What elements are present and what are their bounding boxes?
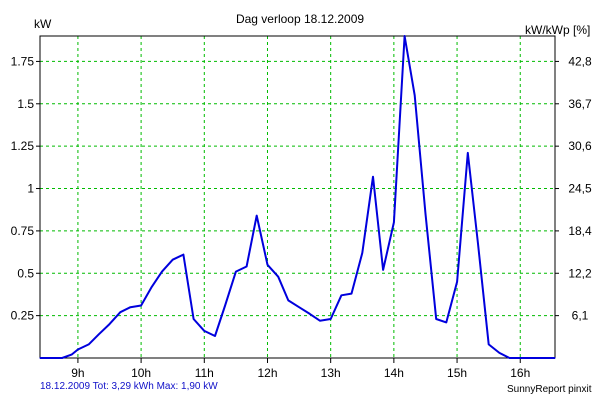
data-point [382,269,384,271]
plot-frame [39,35,556,359]
y-axis-unit: kW [34,17,52,31]
y2-tick-label: 6,1 [572,309,589,323]
data-point [309,313,311,315]
data-point [498,352,500,354]
data-point [488,343,490,345]
y-tick-label: 1.75 [11,54,35,68]
data-point [235,271,237,273]
y2-axis-unit: kW/kWp [%] [525,23,591,37]
data-point [372,176,374,178]
data-point [203,330,205,332]
data-point [508,357,511,359]
data-point [477,242,479,244]
y-tick-label: 0.75 [11,224,35,238]
plot-area [39,35,556,359]
x-tick-label: 16h [510,366,530,380]
data-point [319,320,321,322]
x-tick-label: 13h [321,366,341,380]
footer-brand: SunnyReport pinxit [507,384,592,395]
y-tick-label: 0.25 [11,309,35,323]
data-point [129,306,131,308]
data-point [530,357,532,359]
data-point [77,348,79,351]
footer-stats: 18.12.2009 Tot: 3,29 kWh Max: 1,90 kW [40,381,218,392]
x-tick-label: 15h [447,366,467,380]
data-point [350,293,353,295]
data-point [193,318,195,320]
data-point [456,281,458,283]
data-point [140,304,142,307]
y-tick-label: 1.25 [11,139,35,153]
data-point [277,276,279,278]
data-point [108,323,111,325]
data-point [435,318,437,320]
y2-tick-label: 24,5 [568,182,592,196]
x-tick-label: 11h [195,366,214,380]
data-point [298,306,300,308]
data-point [404,35,406,37]
data-point [256,215,258,217]
data-point [172,259,174,261]
data-point [151,286,153,288]
data-point [361,252,363,254]
data-point [266,264,269,266]
data-point [445,321,447,323]
x-tick-label: 9h [71,366,84,380]
data-point [554,357,556,359]
data-point [182,254,184,256]
chart-title: Dag verloop 18.12.2009 [235,12,365,26]
data-point [39,357,41,359]
data-point [61,357,63,359]
data-point [287,299,289,301]
data-point [119,311,121,313]
data-point [414,94,416,96]
y2-tick-label: 42,8 [568,54,592,68]
y2-tick-label: 36,7 [568,97,592,111]
y-tick-label: 0.5 [17,266,34,280]
x-tick-label: 10h [131,366,151,380]
x-tick-label: 12h [257,366,277,380]
data-point [340,294,342,296]
data-point [330,318,332,320]
series-line [40,35,555,359]
x-tick-label: 14h [384,366,404,380]
data-point [214,335,216,337]
data-point [161,271,163,273]
y2-tick-label: 18,4 [568,224,592,238]
data-point [246,265,248,268]
data-point [424,213,427,215]
data-point [519,357,521,359]
data-point [467,152,469,154]
y-tick-label: 1.5 [17,97,34,111]
data-point [393,221,395,223]
y-tick-label: 1 [27,182,34,196]
y2-tick-label: 30,6 [568,139,592,153]
data-point [98,333,100,335]
data-point [224,304,226,307]
data-point [88,343,90,345]
y2-tick-label: 12,2 [568,266,592,280]
data-point [71,354,73,356]
